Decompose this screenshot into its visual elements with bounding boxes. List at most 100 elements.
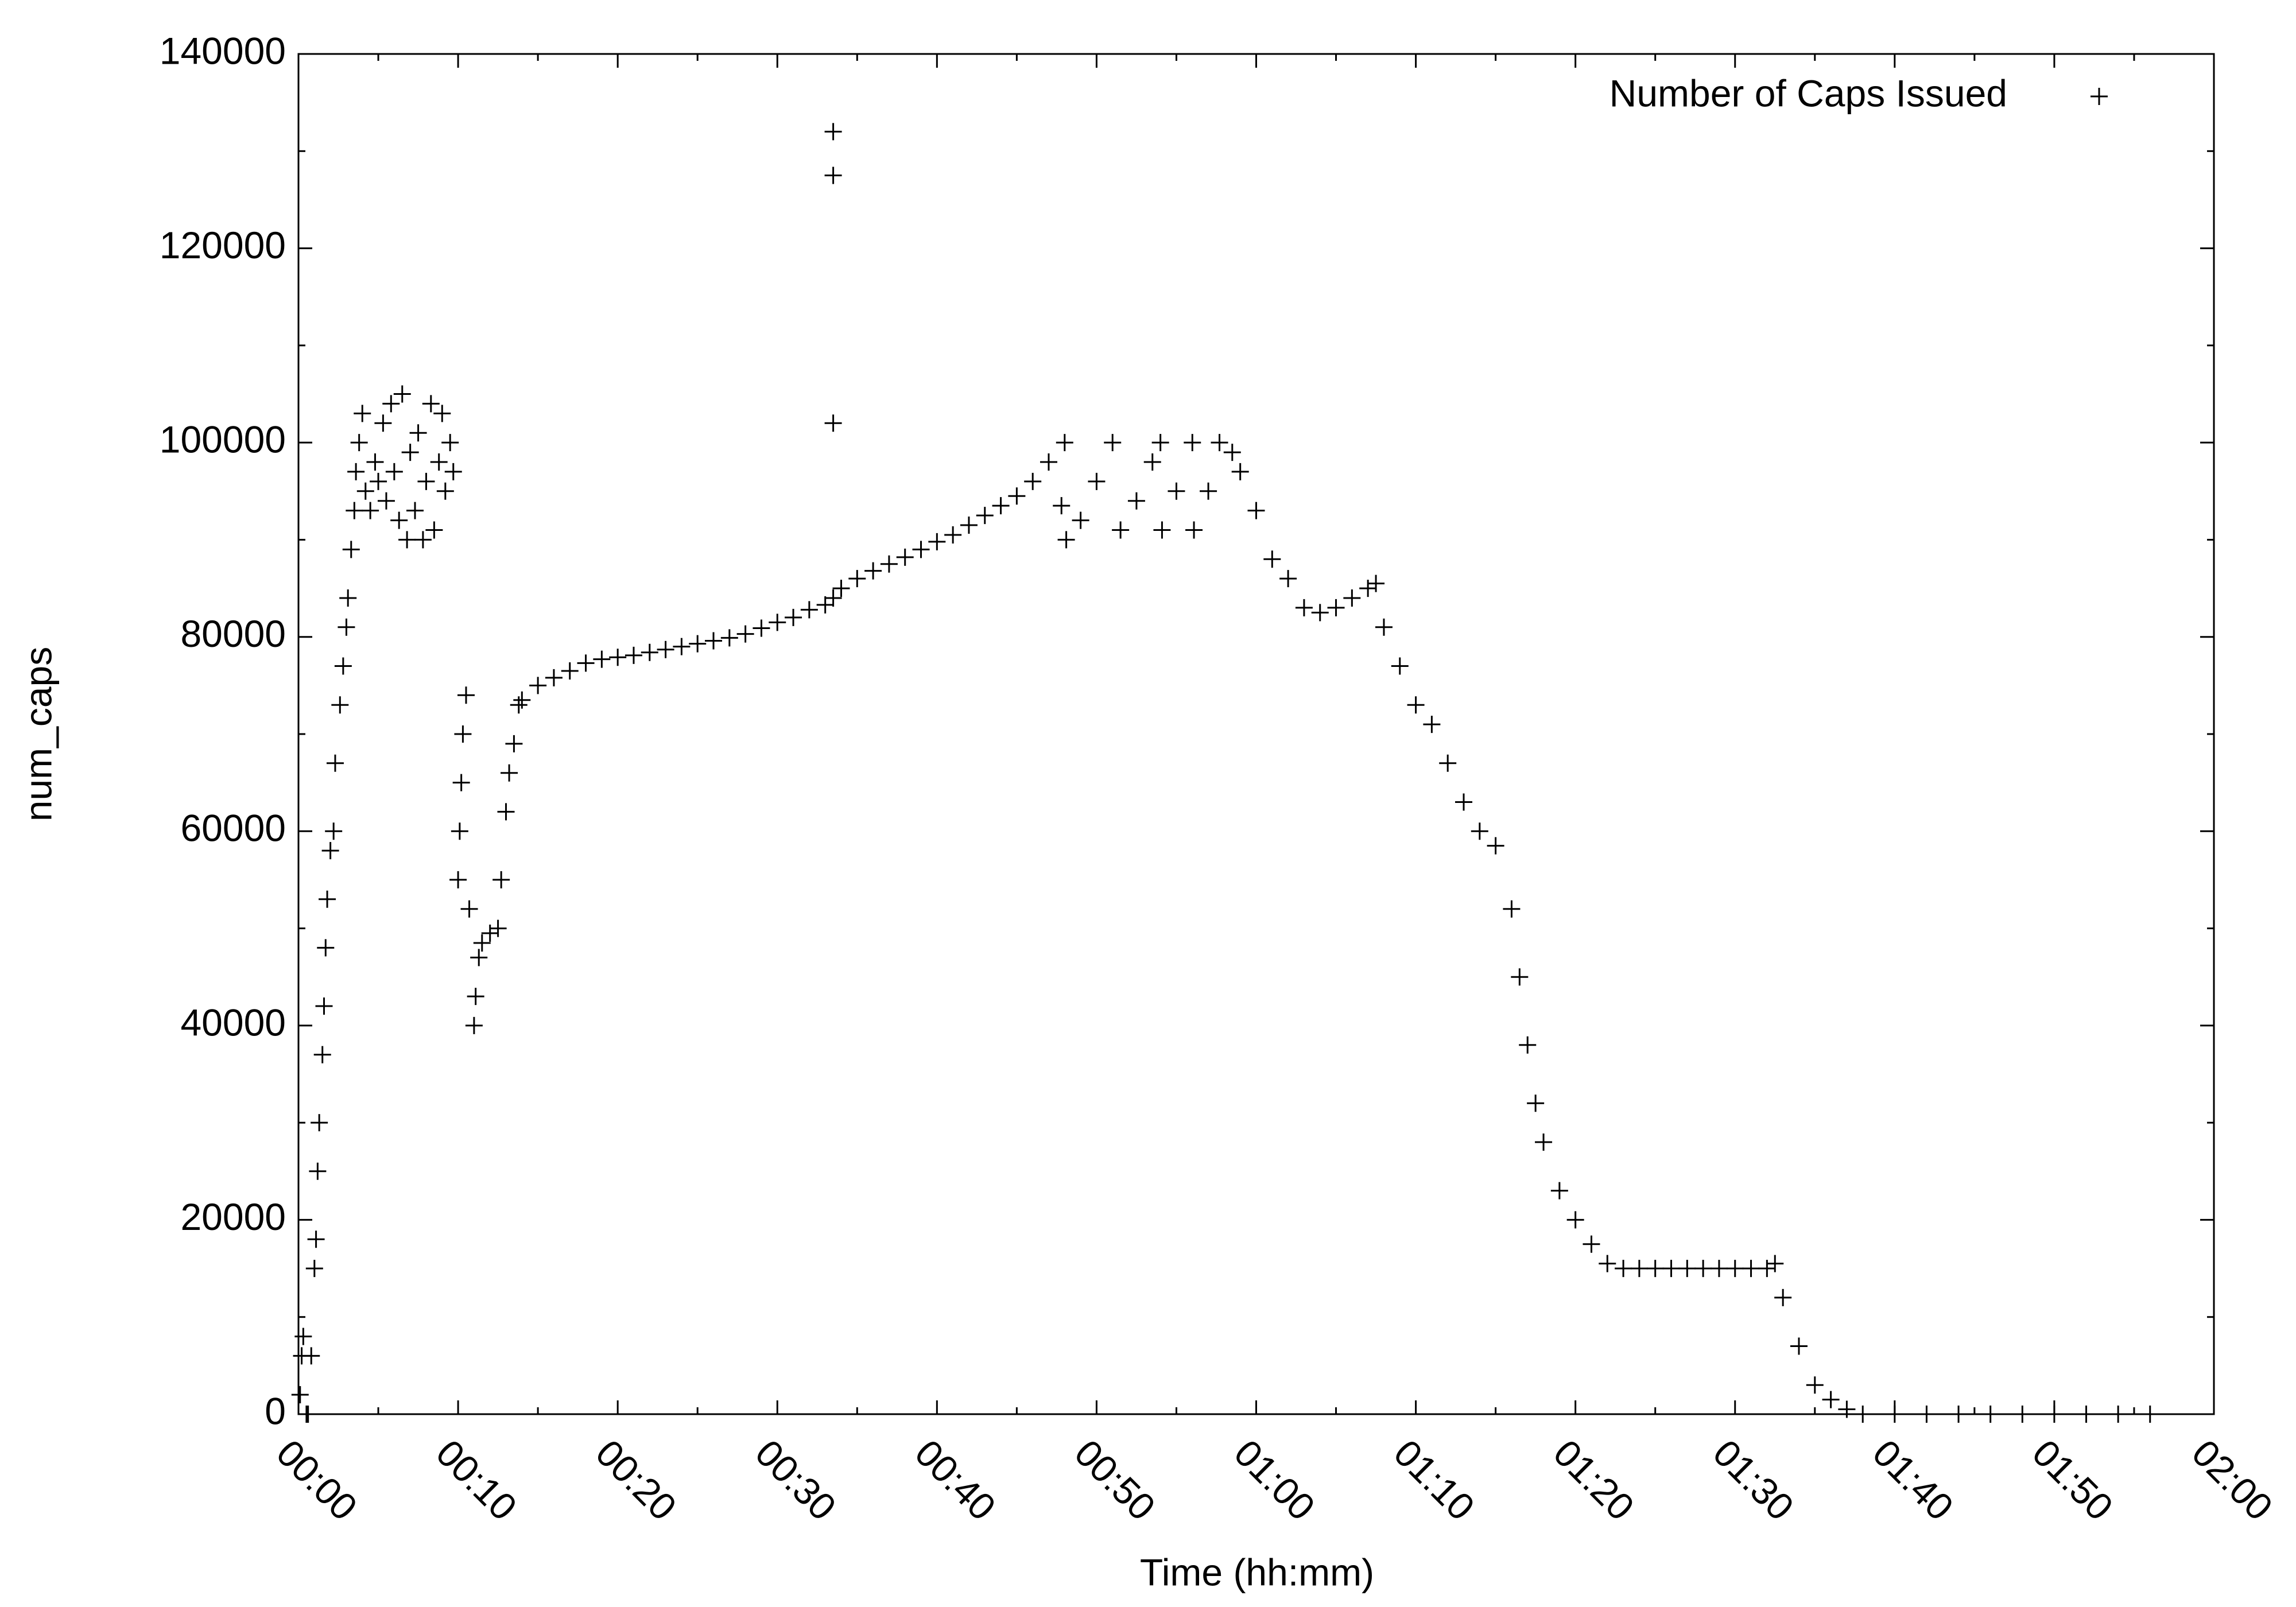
data-point — [441, 434, 459, 452]
data-point — [1104, 434, 1122, 452]
y-tick-label: 0 — [265, 1389, 286, 1432]
data-point — [673, 638, 691, 655]
data-point — [356, 482, 374, 500]
data-point — [529, 677, 547, 694]
data-point — [1184, 434, 1201, 452]
data-point — [409, 424, 427, 442]
data-point — [824, 166, 842, 184]
data-point — [390, 511, 408, 529]
y-tick-label: 100000 — [160, 418, 286, 461]
data-point — [1519, 1036, 1537, 1054]
data-point — [309, 1162, 327, 1180]
data-point — [299, 1406, 317, 1423]
data-point — [1487, 837, 1504, 855]
data-point — [848, 570, 866, 588]
data-point — [1127, 492, 1145, 510]
data-point — [470, 949, 488, 966]
data-point — [1311, 604, 1329, 622]
data-point — [1168, 482, 1185, 500]
data-point — [457, 686, 475, 704]
data-point — [1766, 1255, 1784, 1272]
data-point — [497, 803, 515, 821]
data-point — [501, 764, 518, 782]
data-point — [510, 696, 528, 714]
data-point — [1806, 1376, 1824, 1394]
data-point — [593, 650, 611, 668]
data-point — [473, 934, 491, 952]
data-point — [334, 657, 352, 675]
y-tick-label: 60000 — [180, 807, 286, 849]
data-point — [311, 1114, 328, 1132]
data-point — [331, 696, 349, 714]
data-point — [1455, 793, 1473, 811]
data-point — [481, 925, 499, 942]
data-point — [321, 842, 339, 860]
data-point — [425, 521, 443, 539]
data-point — [1200, 482, 1217, 500]
y-tick-label: 120000 — [160, 224, 286, 266]
data-point — [1367, 575, 1385, 592]
data-point — [370, 472, 387, 490]
data-point — [1630, 1260, 1648, 1278]
data-point — [1151, 434, 1169, 452]
data-point — [641, 643, 658, 661]
data-point — [398, 531, 416, 549]
data-point — [1279, 570, 1297, 588]
data-point — [1527, 1094, 1545, 1112]
data-point — [1662, 1260, 1680, 1278]
data-point — [1758, 1260, 1776, 1278]
data-point — [347, 463, 365, 480]
data-point — [350, 434, 368, 452]
data-point — [1143, 453, 1161, 471]
data-point — [338, 618, 355, 636]
data-point — [317, 939, 335, 957]
data-point — [326, 754, 344, 772]
data-point — [354, 405, 371, 422]
data-point — [1423, 716, 1441, 733]
data-point — [1359, 580, 1377, 597]
data-point — [1040, 453, 1057, 471]
data-point — [657, 641, 674, 658]
data-point — [1535, 1134, 1553, 1151]
data-point — [1726, 1260, 1744, 1278]
data-point — [1566, 1211, 1584, 1229]
data-point — [422, 395, 440, 413]
data-point — [406, 502, 424, 519]
data-point — [689, 635, 707, 653]
data-point — [313, 1046, 331, 1063]
data-point — [1343, 589, 1361, 607]
data-point — [1678, 1260, 1696, 1278]
data-point — [1211, 434, 1228, 452]
data-point — [2141, 1406, 2159, 1423]
data-point — [1918, 1406, 1936, 1423]
data-point — [720, 629, 738, 647]
data-point — [609, 649, 627, 666]
data-point — [1838, 1400, 1856, 1418]
data-point — [467, 988, 484, 1006]
data-point — [1112, 521, 1130, 539]
data-point — [824, 589, 842, 607]
data-point — [753, 619, 770, 637]
data-point — [1263, 550, 1281, 568]
y-tick-label: 20000 — [180, 1195, 286, 1238]
data-point — [1511, 968, 1529, 986]
data-point — [1185, 521, 1203, 539]
data-point — [1646, 1260, 1664, 1278]
data-point — [2109, 1406, 2127, 1423]
data-point — [449, 871, 467, 888]
data-point — [417, 472, 435, 490]
data-point — [451, 822, 468, 840]
data-point — [382, 395, 400, 413]
data-point — [433, 405, 451, 422]
data-point — [1057, 531, 1075, 549]
data-point — [816, 596, 834, 614]
x-axis-label: Time (hh:mm) — [1140, 1551, 1374, 1593]
data-point — [454, 725, 472, 743]
data-point — [374, 414, 392, 432]
data-point — [1088, 472, 1106, 490]
data-point — [1407, 696, 1425, 714]
y-tick-label: 140000 — [160, 29, 286, 72]
data-point — [339, 589, 357, 607]
